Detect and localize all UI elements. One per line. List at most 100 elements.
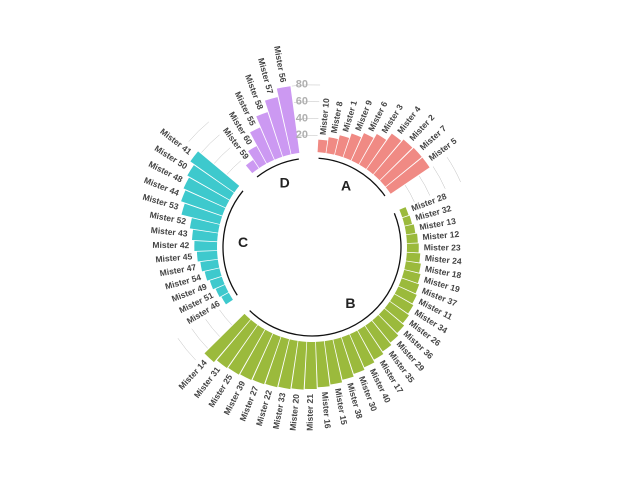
bar-mister-37 xyxy=(398,278,420,294)
bar-mister-53 xyxy=(181,203,223,225)
bar-mister-34 xyxy=(390,294,414,314)
bar-mister-40 xyxy=(349,330,375,368)
bar-mister-1 xyxy=(334,135,350,158)
bar-mister-43 xyxy=(192,229,218,242)
bar-mister-5 xyxy=(385,157,430,194)
bar-mister-4 xyxy=(366,133,402,175)
radial-tick-label: 60 xyxy=(296,96,308,108)
bar-mister-8 xyxy=(326,137,338,155)
bar-label: Mister 21 xyxy=(305,394,315,431)
bar-label: Mister 45 xyxy=(155,251,193,264)
bar-mister-9 xyxy=(343,133,362,161)
bar-mister-58 xyxy=(256,112,283,160)
bar-mister-10 xyxy=(317,139,328,153)
bar-mister-7 xyxy=(380,147,422,187)
bar-mister-41 xyxy=(190,151,240,193)
grid-arc xyxy=(226,160,242,175)
grid-arc xyxy=(298,134,318,137)
bar-mister-2 xyxy=(373,139,413,181)
bar-mister-54 xyxy=(204,268,222,281)
bar-label: Mister 43 xyxy=(150,225,188,239)
bar-mister-18 xyxy=(404,261,421,273)
bar-mister-20 xyxy=(291,341,307,390)
bar-mister-56 xyxy=(276,86,300,155)
bar-label: Mister 33 xyxy=(271,392,288,430)
bar-mister-22 xyxy=(265,336,290,388)
bar-mister-21 xyxy=(304,341,317,390)
group-base-arc xyxy=(222,190,244,296)
bar-label: Mister 16 xyxy=(320,391,333,429)
grid-arc xyxy=(214,147,231,164)
grid-arc xyxy=(446,157,461,183)
bar-mister-38 xyxy=(333,337,354,380)
bar-mister-25 xyxy=(228,325,265,375)
bar-mister-19 xyxy=(401,269,421,284)
bar-mister-14 xyxy=(204,313,251,363)
bar-mister-52 xyxy=(189,218,220,233)
bar-mister-32 xyxy=(402,215,412,226)
bar-mister-17 xyxy=(357,326,384,360)
group-base-arc xyxy=(249,213,402,337)
bar-mister-3 xyxy=(359,133,387,169)
bars-layer xyxy=(181,86,430,390)
grid-arc xyxy=(418,175,431,196)
bar-label: Mister 15 xyxy=(333,387,349,425)
bar-mister-46 xyxy=(221,292,233,305)
grid-layer xyxy=(177,84,461,361)
grid-arc xyxy=(191,328,208,349)
bar-mister-50 xyxy=(187,165,234,200)
group-label: D xyxy=(280,174,290,190)
bar-label: Mister 20 xyxy=(288,393,302,431)
group-label: B xyxy=(345,295,355,311)
bar-mister-31 xyxy=(216,319,258,368)
group-label: A xyxy=(341,178,351,194)
group-base-arc xyxy=(256,158,299,178)
radial-tick-label: 40 xyxy=(296,112,308,124)
group-label: C xyxy=(238,234,248,250)
bar-mister-6 xyxy=(351,133,374,165)
bar-mister-44 xyxy=(181,190,226,216)
group-base-arc xyxy=(318,157,386,197)
bar-mister-49 xyxy=(209,276,225,290)
bar-mister-39 xyxy=(240,329,273,381)
bar-mister-29 xyxy=(372,315,399,343)
grid-arc xyxy=(291,84,321,87)
radial-tick-label: 80 xyxy=(296,79,308,91)
bar-mister-23 xyxy=(406,243,419,253)
bar-mister-11 xyxy=(394,286,417,304)
bar-mister-36 xyxy=(378,308,405,334)
bar-mister-33 xyxy=(278,339,298,390)
bar-mister-60 xyxy=(248,146,267,168)
bar-mister-51 xyxy=(215,284,229,297)
bar-mister-59 xyxy=(245,160,259,174)
bar-mister-30 xyxy=(341,334,365,374)
bar-mister-16 xyxy=(315,341,330,388)
bar-mister-28 xyxy=(399,207,409,218)
bar-mister-27 xyxy=(252,333,281,385)
grid-arc xyxy=(293,101,320,103)
grid-arc xyxy=(177,338,196,361)
bar-mister-42 xyxy=(194,240,218,251)
bar-mister-15 xyxy=(324,339,343,385)
radial-tick-label: 20 xyxy=(296,129,308,141)
grid-arc xyxy=(404,184,415,203)
bar-label: Mister 10 xyxy=(318,97,332,135)
grid-arc xyxy=(295,118,319,120)
bar-label: Mister 12 xyxy=(422,229,460,242)
grid-arc xyxy=(188,121,209,142)
bar-label: Mister 52 xyxy=(149,210,187,227)
bar-mister-55 xyxy=(250,127,275,164)
bar-mister-13 xyxy=(404,224,416,235)
grid-arc xyxy=(219,309,233,326)
grid-arc xyxy=(432,166,446,189)
bar-mister-45 xyxy=(196,250,218,262)
grid-arc xyxy=(205,319,220,337)
bar-mister-47 xyxy=(200,259,220,272)
grid-arc xyxy=(201,134,220,153)
bar-mister-12 xyxy=(406,233,418,244)
bar-mister-26 xyxy=(384,301,409,324)
bar-label: Mister 24 xyxy=(424,253,462,267)
bar-label: Mister 42 xyxy=(152,240,189,250)
